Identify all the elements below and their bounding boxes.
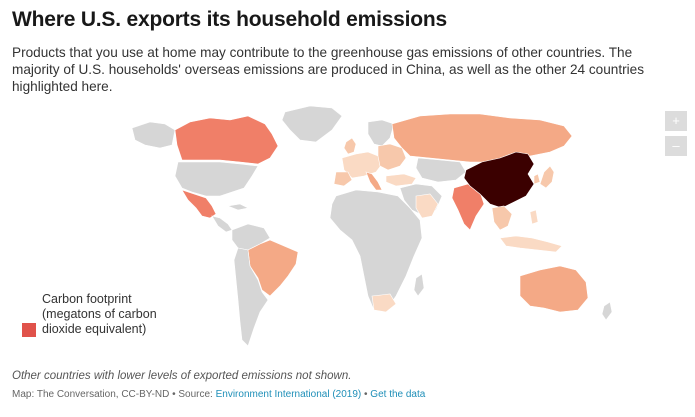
country-eastern-europe[interactable] bbox=[377, 143, 407, 171]
country-southeast-asia[interactable] bbox=[491, 205, 513, 231]
source-link[interactable]: Environment International (2019) bbox=[215, 389, 362, 400]
country-south-america-south[interactable] bbox=[233, 247, 269, 347]
footnote: Other countries with lower levels of exp… bbox=[12, 370, 352, 382]
country-turkey[interactable] bbox=[385, 173, 417, 187]
footer-separator: • bbox=[361, 389, 371, 400]
country-japan[interactable] bbox=[539, 165, 555, 189]
country-united-kingdom[interactable] bbox=[343, 137, 357, 155]
country-caribbean[interactable] bbox=[226, 203, 249, 211]
world-map-svg[interactable] bbox=[120, 100, 665, 355]
country-russia[interactable] bbox=[391, 113, 573, 163]
country-canada[interactable] bbox=[174, 115, 279, 165]
country-africa[interactable] bbox=[329, 189, 423, 311]
page-title: Where U.S. exports its household emissio… bbox=[12, 8, 448, 31]
country-central-america[interactable] bbox=[211, 215, 233, 233]
country-usa[interactable] bbox=[174, 161, 259, 197]
country-philippines[interactable] bbox=[529, 209, 539, 225]
country-saudi-arabia[interactable] bbox=[415, 193, 439, 219]
get-data-link[interactable]: Get the data bbox=[370, 389, 426, 400]
source-credit: Map: The Conversation, CC-BY-ND • Source… bbox=[12, 389, 425, 400]
country-indonesia[interactable] bbox=[499, 235, 563, 253]
world-map[interactable] bbox=[120, 100, 665, 355]
country-usa-alaska[interactable] bbox=[131, 121, 176, 149]
legend-swatch bbox=[22, 323, 36, 337]
country-greenland[interactable] bbox=[281, 105, 343, 143]
country-new-zealand[interactable] bbox=[601, 301, 613, 321]
country-madagascar[interactable] bbox=[413, 273, 425, 297]
country-brazil[interactable] bbox=[247, 239, 299, 297]
legend-title: Carbon footprint (megatons of carbon dio… bbox=[42, 292, 157, 336]
zoom-out-button[interactable]: – bbox=[665, 136, 687, 156]
credit-text: Map: The Conversation, CC-BY-ND • Source… bbox=[12, 389, 216, 400]
country-italy[interactable] bbox=[365, 171, 383, 191]
country-china[interactable] bbox=[463, 151, 535, 209]
zoom-controls: + – bbox=[665, 111, 687, 161]
country-scandinavia[interactable] bbox=[367, 119, 395, 147]
description: Products that you use at home may contri… bbox=[12, 45, 645, 94]
country-spain[interactable] bbox=[333, 171, 353, 187]
country-australia[interactable] bbox=[519, 265, 589, 313]
zoom-in-button[interactable]: + bbox=[665, 111, 687, 131]
country-south-korea[interactable] bbox=[533, 173, 541, 185]
country-central-asia[interactable] bbox=[415, 157, 467, 183]
country-south-africa[interactable] bbox=[371, 293, 397, 313]
